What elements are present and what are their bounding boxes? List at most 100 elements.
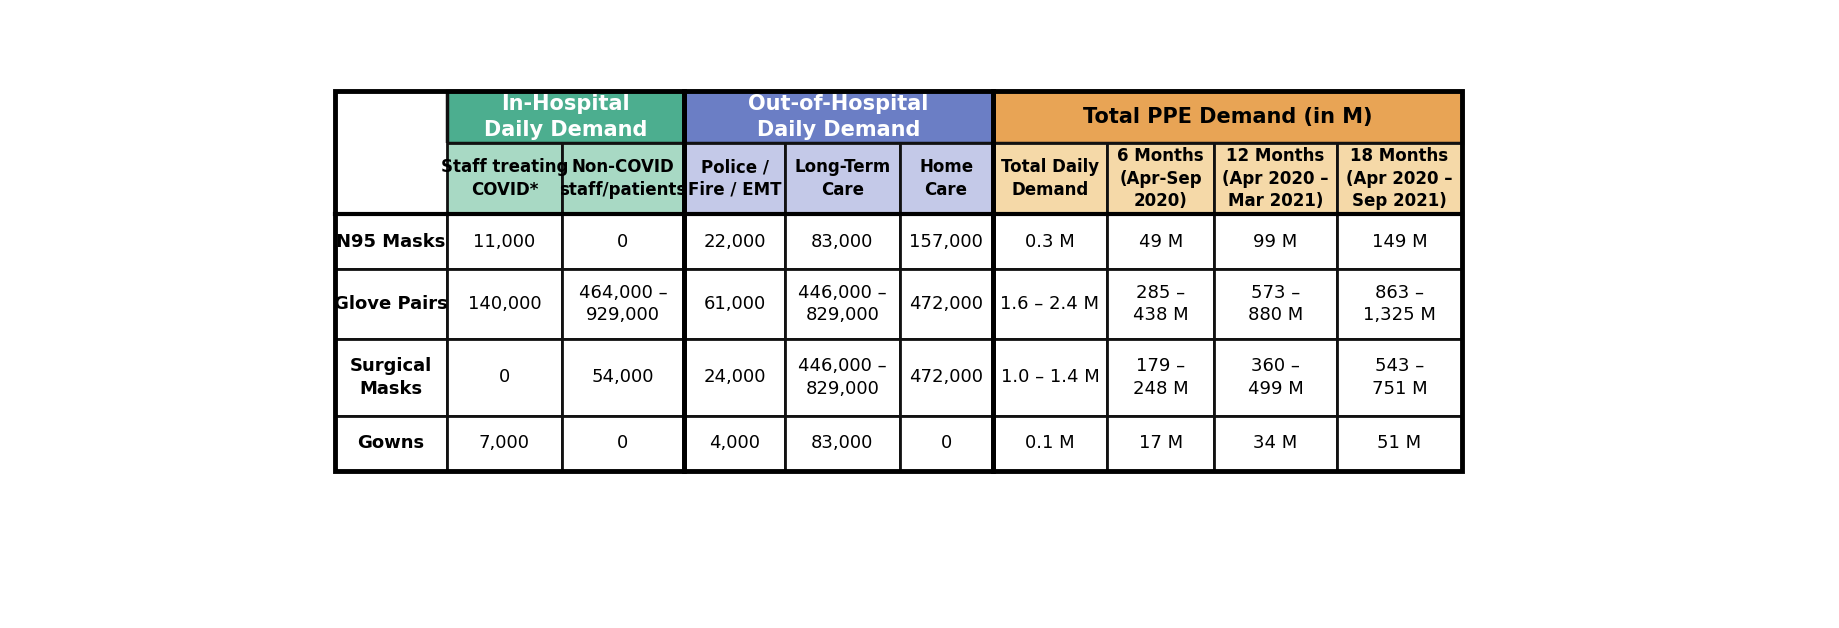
Bar [991,143,1107,214]
Text: 140,000: 140,000 [467,295,541,313]
Text: 7,000: 7,000 [478,435,530,452]
Bar [561,214,684,269]
Bar [335,416,447,471]
Bar [684,214,785,269]
Text: N95 Masks: N95 Masks [337,233,445,251]
Bar [1335,416,1462,471]
Bar [899,338,991,416]
Text: 24,000: 24,000 [702,368,765,386]
Bar [684,416,785,471]
Text: 83,000: 83,000 [811,435,874,452]
Bar [1107,338,1214,416]
Text: 0: 0 [940,435,951,452]
Bar [561,416,684,471]
Text: 0: 0 [498,368,509,386]
Text: 99 M: 99 M [1252,233,1296,251]
Bar [561,269,684,338]
Bar [991,416,1107,471]
Text: 149 M: 149 M [1370,233,1427,251]
Bar [899,143,991,214]
Bar [447,416,561,471]
Text: 61,000: 61,000 [702,295,765,313]
Text: 34 M: 34 M [1252,435,1296,452]
Bar [447,214,561,269]
Bar [785,269,899,338]
Bar [561,338,684,416]
Bar [335,91,447,143]
Bar [1107,214,1214,269]
Text: 472,000: 472,000 [908,368,982,386]
Text: 22,000: 22,000 [702,233,765,251]
Bar [899,416,991,471]
Text: 4,000: 4,000 [708,435,760,452]
Text: 0.3 M: 0.3 M [1024,233,1074,251]
Text: 464,000 –
929,000: 464,000 – 929,000 [577,284,668,325]
Text: Gowns: Gowns [357,435,425,452]
Text: Long-Term
Care: Long-Term Care [794,158,890,199]
Bar [447,338,561,416]
Bar [684,91,991,471]
Text: 12 Months
(Apr 2020 –
Mar 2021): 12 Months (Apr 2020 – Mar 2021) [1221,147,1328,210]
Text: Total Daily
Demand: Total Daily Demand [1000,158,1098,199]
Bar [991,338,1107,416]
Text: 863 –
1,325 M: 863 – 1,325 M [1363,284,1434,325]
Bar [1214,214,1335,269]
Text: 54,000: 54,000 [592,368,655,386]
Text: 83,000: 83,000 [811,233,874,251]
Text: 0.1 M: 0.1 M [1024,435,1074,452]
Text: 18 Months
(Apr 2020 –
Sep 2021): 18 Months (Apr 2020 – Sep 2021) [1346,147,1453,210]
Text: 51 M: 51 M [1377,435,1422,452]
Text: 446,000 –
829,000: 446,000 – 829,000 [798,357,886,398]
Bar [899,214,991,269]
Bar [561,143,684,214]
Text: 49 M: 49 M [1138,233,1182,251]
Bar [1214,338,1335,416]
Bar [1214,143,1335,214]
Bar [1107,416,1214,471]
Text: 360 –
499 M: 360 – 499 M [1247,357,1302,398]
Text: 285 –
438 M: 285 – 438 M [1133,284,1188,325]
Text: Total PPE Demand (in M): Total PPE Demand (in M) [1081,107,1372,127]
Text: 472,000: 472,000 [908,295,982,313]
Bar [684,338,785,416]
Text: 0: 0 [616,435,629,452]
Text: 543 –
751 M: 543 – 751 M [1370,357,1427,398]
Bar [684,91,991,143]
Bar [1335,214,1462,269]
Bar [1107,143,1214,214]
Bar [335,214,447,269]
Bar [785,416,899,471]
Text: 157,000: 157,000 [908,233,982,251]
Text: Glove Pairs: Glove Pairs [333,295,447,313]
Bar [1335,143,1462,214]
Bar [1214,269,1335,338]
Text: 1.6 – 2.4 M: 1.6 – 2.4 M [1000,295,1100,313]
Text: Home
Care: Home Care [918,158,973,199]
Bar [684,269,785,338]
Bar [785,214,899,269]
Bar [991,269,1107,338]
Bar [1107,269,1214,338]
Text: In-Hospital
Daily Demand: In-Hospital Daily Demand [484,94,647,140]
Bar [1335,338,1462,416]
Bar [335,91,684,471]
Bar [447,91,684,143]
Text: Non-COVID
staff/patients: Non-COVID staff/patients [559,158,686,199]
Bar [991,214,1107,269]
Bar [684,143,785,214]
Text: 17 M: 17 M [1138,435,1182,452]
Bar [1335,269,1462,338]
Bar [1214,416,1335,471]
Bar [335,269,447,338]
Text: Staff treating
COVID*: Staff treating COVID* [440,158,568,199]
Text: 1.0 – 1.4 M: 1.0 – 1.4 M [1000,368,1098,386]
Bar [899,269,991,338]
Bar [447,269,561,338]
Bar [785,143,899,214]
Bar [447,143,561,214]
Bar [335,143,447,214]
Text: Surgical
Masks: Surgical Masks [349,357,432,398]
Bar [991,91,1462,471]
Bar [335,338,447,416]
Text: 179 –
248 M: 179 – 248 M [1133,357,1188,398]
